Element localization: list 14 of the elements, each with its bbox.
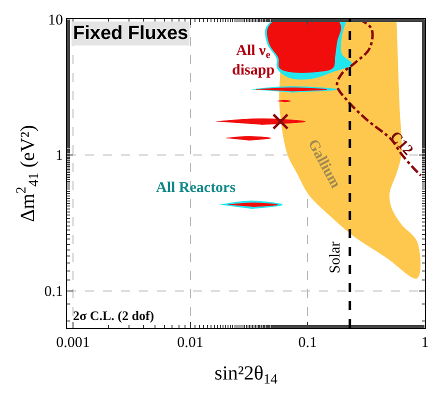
x-axis-title: sin²2θ$_{14}$	[214, 362, 278, 388]
x-tick-label: 1	[421, 335, 429, 351]
x-tick-label: 0.1	[298, 335, 318, 351]
y-tick-label: 10	[48, 12, 63, 28]
y-tick-label: 1	[56, 148, 63, 164]
y-tick-label: 0.1	[44, 284, 63, 300]
x-tick-label: 0.01	[177, 335, 204, 351]
ref-line-label: Solar	[327, 242, 344, 274]
chart-title: Fixed Fluxes	[73, 23, 188, 44]
annotation: All Reactors	[156, 180, 236, 196]
x-tick-label: 0.001	[56, 335, 90, 351]
annotation: C12	[386, 128, 416, 159]
annotation: All ν$_{e}$ disapp	[232, 43, 275, 78]
annotation: 2σ C.L. (2 dof)	[73, 308, 154, 323]
